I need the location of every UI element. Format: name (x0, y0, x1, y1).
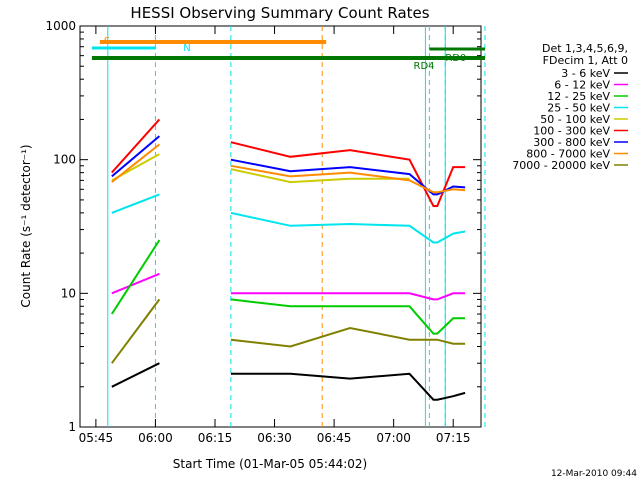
legend-entry: 800 - 7000 keV (526, 148, 610, 161)
x-tick-label: 06:00 (138, 431, 173, 445)
series-line-3 (111, 193, 160, 214)
series-line-6 (230, 158, 466, 196)
series-layer (110, 118, 466, 401)
series-line-4 (230, 168, 410, 184)
flag-layer: SNRD0RD4 (91, 36, 485, 72)
flag-label: N (183, 43, 190, 54)
y-axis-label: Count Rate (s⁻¹ detector⁻¹) (19, 144, 33, 307)
timestamp: 12-Mar-2010 09:44 (551, 469, 637, 479)
legend-entry: 100 - 300 keV (533, 125, 610, 138)
y-tick-label: 10 (61, 286, 76, 300)
series-line-7 (230, 164, 466, 194)
series-line-0 (230, 372, 466, 401)
legend: Det 1,3,4,5,6,9,FDecim 1, Att 03 - 6 keV… (512, 42, 628, 172)
y-tick-label: 1000 (45, 19, 76, 33)
y-tick-label: 100 (53, 153, 76, 167)
chart-title: HESSI Observing Summary Count Rates (130, 4, 429, 22)
series-line-2 (110, 239, 161, 315)
x-tick-label: 07:00 (376, 431, 411, 445)
x-tick-label: 06:30 (257, 431, 292, 445)
x-tick-label: 07:15 (436, 431, 471, 445)
x-tick-label: 06:15 (198, 431, 233, 445)
legend-entry: 12 - 25 keV (547, 90, 610, 103)
series-line-1 (230, 292, 466, 301)
series-line-5 (111, 118, 161, 174)
legend-entry: 25 - 50 keV (547, 102, 610, 115)
series-line-6 (111, 135, 161, 178)
flag-label: RD4 (414, 61, 435, 72)
series-line-1 (111, 272, 160, 295)
legend-entry: 6 - 12 keV (554, 79, 610, 92)
series-line-8 (230, 326, 466, 348)
y-tick-label: 1 (68, 420, 76, 434)
axis-ticks: 05:45 06:00 06:15 06:30 06:45 07:00 07:15 1 10 10… (45, 19, 481, 445)
series-line-2 (230, 298, 466, 335)
x-tick-label: 06:45 (317, 431, 352, 445)
series-line-5 (230, 141, 466, 207)
series-line-8 (110, 298, 161, 364)
legend-header: Det 1,3,4,5,6,9, (542, 42, 628, 55)
x-tick-label: 05:45 (79, 431, 114, 445)
legend-header: FDecim 1, Att 0 (543, 54, 628, 67)
legend-entry: 3 - 6 keV (561, 67, 610, 80)
x-axis-label: Start Time (01-Mar-05 05:44:02) (173, 457, 367, 471)
legend-entry: 7000 - 20000 keV (512, 159, 610, 172)
series-line-0 (111, 362, 160, 388)
series-line-3 (230, 211, 466, 244)
plot-frame (79, 25, 482, 428)
gridlines (107, 26, 486, 427)
series-line-7 (111, 143, 161, 183)
legend-entry: 50 - 100 keV (540, 113, 610, 126)
flag-label: S (104, 36, 110, 47)
legend-entry: 300 - 800 keV (533, 136, 610, 149)
